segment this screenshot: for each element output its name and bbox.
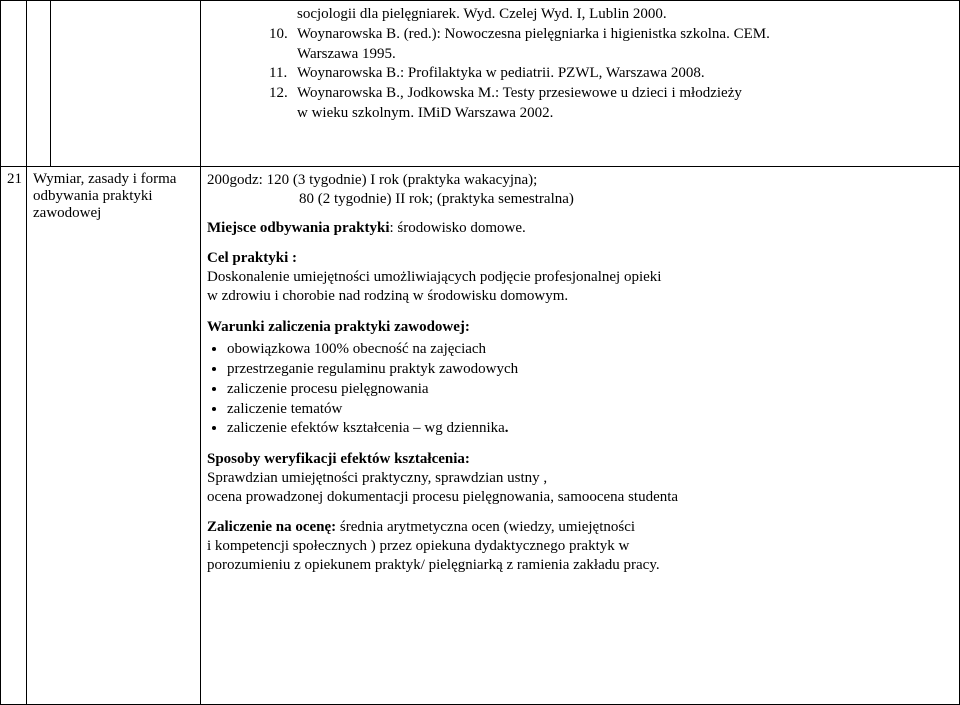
miejsce-value: : środowisko domowe. [390,220,526,236]
cel-block: Cel praktyki : Doskonalenie umiejętności… [207,249,953,305]
zalicz-label: Zaliczenie na ocenę: [207,519,336,535]
zalicz-text2: i kompetencji społecznych ) przez opieku… [207,537,953,556]
ref-text: Warszawa 1995. [297,45,396,64]
hours-line1: 200godz: 120 (3 tygodnie) I rok (praktyk… [207,171,953,190]
ref-item-cont: Warszawa 1995. [269,45,953,64]
ref-text: Woynarowska B. (red.): Nowoczesna pielęg… [297,25,770,44]
ref-item-cont: w wieku szkolnym. IMiD Warszawa 2002. [269,104,953,123]
table-row: 21 Wymiar, zasady i forma odbywania prak… [1,167,960,705]
ref-text: Woynarowska B.: Profilaktyka w pediatrii… [297,64,705,83]
list-item: przestrzeganie regulaminu praktyk zawodo… [227,360,953,379]
ref-item: 10. Woynarowska B. (red.): Nowoczesna pi… [269,25,953,44]
ref-item: socjologii dla pielęgniarek. Wyd. Czelej… [269,5,953,24]
row2-content: 200godz: 120 (3 tygodnie) I rok (praktyk… [201,167,960,705]
ref-item: 11. Woynarowska B.: Profilaktyka w pedia… [269,64,953,83]
row1-col1 [27,1,51,167]
zalicz-text1: średnia arytmetyczna ocen (wiedzy, umiej… [336,519,635,535]
warunki-block: Warunki zaliczenia praktyki zawodowej: o… [207,318,953,439]
ref-num [269,45,297,64]
cel-text1: Doskonalenie umiejętności umożliwiającyc… [207,268,953,287]
list-item: zaliczenie efektów kształcenia – wg dzie… [227,419,953,438]
ref-num [269,104,297,123]
table-row: socjologii dla pielęgniarek. Wyd. Czelej… [1,1,960,167]
warunki-list: obowiązkowa 100% obecność na zajęciach p… [227,340,953,438]
ref-item: 12. Woynarowska B., Jodkowska M.: Testy … [269,84,953,103]
row1-col0 [1,1,27,167]
cel-text2: w zdrowiu i chorobie nad rodziną w środo… [207,287,953,306]
ref-text: socjologii dla pielęgniarek. Wyd. Czelej… [297,5,667,24]
practice-content: 200godz: 120 (3 tygodnie) I rok (praktyk… [207,171,953,575]
sposoby-text1: Sprawdzian umiejętności praktyczny, spra… [207,469,953,488]
miejsce-label: Miejsce odbywania praktyki [207,220,390,236]
sposoby-block: Sposoby weryfikacji efektów kształcenia:… [207,450,953,506]
list-item: zaliczenie tematów [227,400,953,419]
zalicz-block: Zaliczenie na ocenę: średnia arytmetyczn… [207,518,953,574]
ref-num [269,5,297,24]
ref-text: w wieku szkolnym. IMiD Warszawa 2002. [297,104,553,123]
list-item: zaliczenie procesu pielęgnowania [227,380,953,399]
ref-text: Woynarowska B., Jodkowska M.: Testy prze… [297,84,742,103]
list-item: obowiązkowa 100% obecność na zajęciach [227,340,953,359]
row2-num: 21 [1,167,27,705]
zalicz-text3: porozumieniu z opiekunem praktyk/ pielęg… [207,556,953,575]
row1-col2 [51,1,201,167]
ref-num: 11. [269,64,297,83]
row1-content: socjologii dla pielęgniarek. Wyd. Czelej… [201,1,960,167]
sposoby-label: Sposoby weryfikacji efektów kształcenia: [207,450,953,469]
row2-header: Wymiar, zasady i forma odbywania praktyk… [27,167,201,705]
ref-num: 10. [269,25,297,44]
cel-label: Cel praktyki : [207,249,953,268]
miejsce-block: Miejsce odbywania praktyki: środowisko d… [207,219,953,238]
hours-line2: 80 (2 tygodnie) II rok; (praktyka semest… [207,190,953,209]
reference-list: socjologii dla pielęgniarek. Wyd. Czelej… [207,5,953,123]
syllabus-table: socjologii dla pielęgniarek. Wyd. Czelej… [0,0,960,705]
sposoby-text2: ocena prowadzonej dokumentacji procesu p… [207,488,953,507]
warunki-label: Warunki zaliczenia praktyki zawodowej: [207,318,953,337]
ref-num: 12. [269,84,297,103]
